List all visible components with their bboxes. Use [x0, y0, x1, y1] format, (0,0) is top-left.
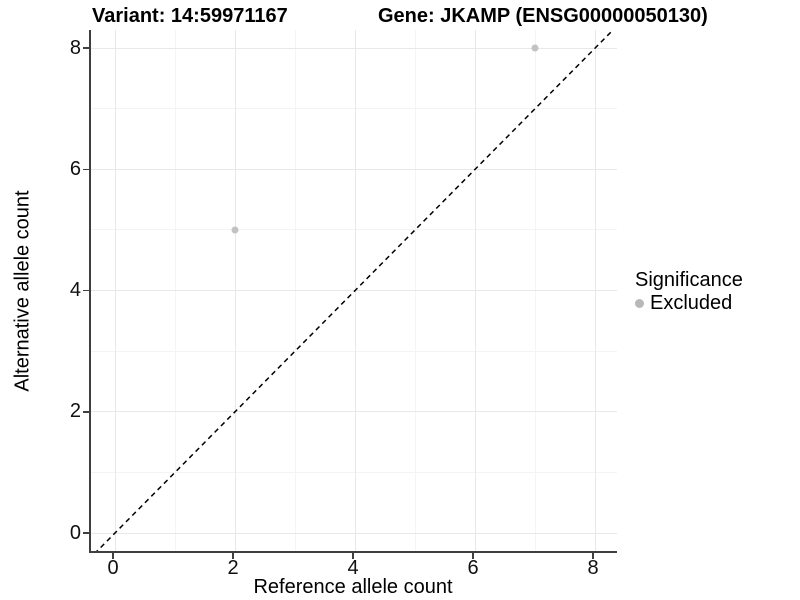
y-minor-gridline	[91, 350, 617, 352]
y-tick-label: 6	[69, 157, 81, 180]
x-axis-tick	[472, 553, 474, 559]
x-axis-title: Reference allele count	[253, 576, 453, 598]
x-tick-label: 0	[107, 557, 119, 579]
y-minor-gridline	[91, 108, 617, 110]
x-axis-tick	[112, 553, 114, 559]
y-major-gridline	[91, 532, 617, 534]
x-tick-label: 4	[347, 557, 359, 579]
x-tick-label: 6	[467, 557, 479, 579]
legend-entry-excluded: Excluded	[635, 292, 743, 314]
y-major-gridline	[91, 47, 617, 49]
legend: Significance Excluded	[635, 269, 743, 314]
y-major-gridline	[91, 168, 617, 170]
variant-title: Variant: 14:59971167	[92, 5, 288, 27]
x-axis-tick	[592, 553, 594, 559]
x-tick-label: 2	[227, 557, 239, 579]
gene-title: Gene: JKAMP (ENSG00000050130)	[378, 5, 708, 27]
plot-panel: Reference allele count 0 2 4 6 8 0 2 4 6 8	[70, 30, 617, 598]
y-tick-label: 0	[69, 521, 81, 544]
y-minor-gridline	[91, 471, 617, 473]
legend-title: Significance	[635, 269, 743, 291]
identity-line	[96, 30, 615, 551]
data-point	[231, 226, 239, 234]
data-point	[531, 44, 539, 52]
legend-entry-label: Excluded	[650, 292, 733, 314]
x-axis-tick	[232, 553, 234, 559]
x-axis-tick	[352, 553, 354, 559]
y-axis-title: Alternative allele count	[11, 190, 34, 392]
x-tick-label: 8	[587, 557, 599, 579]
y-tick-label: 4	[69, 279, 81, 302]
y-tick-label: 2	[69, 400, 81, 423]
y-major-gridline	[91, 411, 617, 413]
legend-key-dot	[635, 298, 644, 308]
y-minor-gridline	[91, 229, 617, 231]
y-tick-label: 8	[69, 36, 81, 59]
plot-area	[89, 30, 617, 553]
